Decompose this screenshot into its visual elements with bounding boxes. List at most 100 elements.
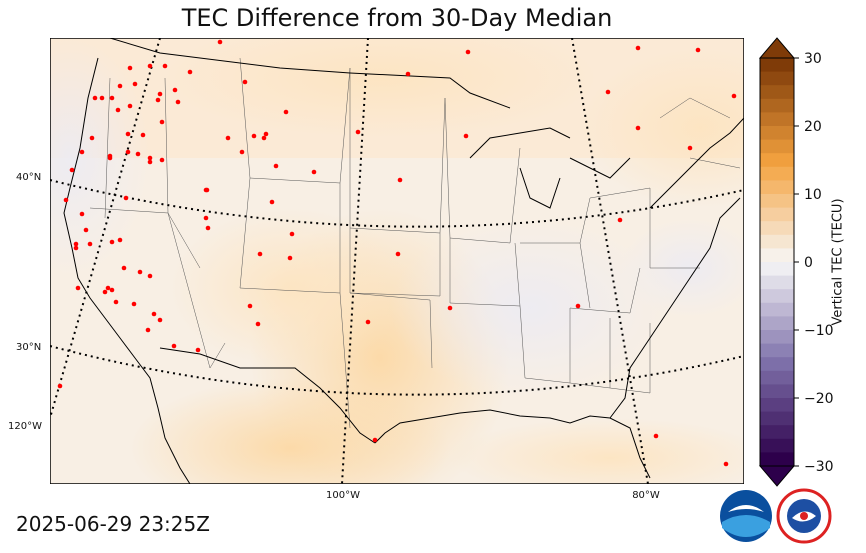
station-marker xyxy=(162,63,168,69)
colorbar-band xyxy=(760,330,794,345)
colorbar-band xyxy=(760,438,794,453)
colorbar-band xyxy=(760,126,794,141)
colorbar-tick-label: 30 xyxy=(804,51,822,67)
colorbar-tick-label: −20 xyxy=(804,391,834,407)
station-marker xyxy=(125,149,131,155)
station-marker xyxy=(695,47,701,53)
colorbar-min-extension xyxy=(758,465,796,487)
station-marker xyxy=(109,287,115,293)
station-marker xyxy=(263,131,269,137)
station-marker xyxy=(463,133,469,139)
colorbar-band xyxy=(760,71,794,86)
station-marker xyxy=(123,195,129,201)
colorbar-band xyxy=(760,411,794,426)
station-marker xyxy=(137,269,143,275)
colorbar-tick-label: −30 xyxy=(804,459,834,475)
station-marker xyxy=(311,169,317,175)
station-marker xyxy=(372,437,378,443)
station-marker xyxy=(171,343,177,349)
colorbar: 30 20 10 0 −10 −20 −30 xyxy=(758,37,834,487)
station-marker xyxy=(125,131,131,137)
noaa-logo xyxy=(720,490,772,542)
colorbar-band xyxy=(760,452,794,467)
station-marker xyxy=(204,187,210,193)
station-marker xyxy=(92,95,98,101)
station-marker xyxy=(203,215,209,221)
station-marker xyxy=(617,217,623,223)
station-marker xyxy=(261,135,267,141)
colorbar-band xyxy=(760,425,794,440)
station-marker xyxy=(151,311,157,317)
colorbar-band xyxy=(760,370,794,385)
lon-label-80w: 80°W xyxy=(632,490,660,501)
station-marker xyxy=(140,132,146,138)
station-marker xyxy=(107,155,113,161)
state-boundaries xyxy=(89,57,741,429)
station-marker xyxy=(135,151,141,157)
station-marker xyxy=(117,237,123,243)
colorbar-label: Vertical TEC (TECU) xyxy=(830,198,846,326)
colorbar-band xyxy=(760,112,794,127)
station-marker xyxy=(109,95,115,101)
colorbar-band xyxy=(760,343,794,358)
station-marker xyxy=(605,89,611,95)
station-marker xyxy=(131,301,137,307)
station-marker xyxy=(157,91,163,97)
station-marker xyxy=(147,159,153,165)
gnss-stations xyxy=(57,39,737,467)
station-marker xyxy=(225,135,231,141)
station-marker xyxy=(102,289,108,295)
lon-label-100w: 100°W xyxy=(326,490,360,501)
colorbar-band xyxy=(760,316,794,331)
station-marker xyxy=(159,157,165,163)
station-marker xyxy=(73,245,79,251)
colorbar-tick-label: 0 xyxy=(804,255,813,271)
colorbar-band xyxy=(760,234,794,249)
station-marker xyxy=(175,99,181,105)
colorbar-band xyxy=(760,357,794,372)
coastlines xyxy=(63,57,744,484)
colorbar-band xyxy=(760,289,794,304)
station-marker xyxy=(397,177,403,183)
station-marker xyxy=(145,327,151,333)
station-marker xyxy=(273,163,279,169)
country-border xyxy=(109,38,511,444)
station-marker xyxy=(257,251,263,257)
colorbar-band xyxy=(760,58,794,73)
station-marker xyxy=(115,107,121,113)
colorbar-band xyxy=(760,180,794,195)
station-marker xyxy=(289,231,295,237)
station-marker xyxy=(75,285,81,291)
lat-label-40n: 40°N xyxy=(16,172,42,183)
station-marker xyxy=(365,319,371,325)
station-marker xyxy=(723,461,729,467)
station-marker xyxy=(195,347,201,353)
colorbar-band xyxy=(760,194,794,209)
station-marker xyxy=(69,167,75,173)
colorbar-band xyxy=(760,153,794,168)
station-marker xyxy=(147,273,153,279)
colorbar-band xyxy=(760,248,794,263)
station-marker xyxy=(255,321,261,327)
station-marker xyxy=(113,299,119,305)
station-marker xyxy=(187,69,193,75)
station-marker xyxy=(147,63,153,69)
chart-title: TEC Difference from 30-Day Median xyxy=(181,4,613,32)
colorbar-band xyxy=(760,302,794,317)
station-marker xyxy=(635,45,641,51)
station-marker xyxy=(287,255,293,261)
station-marker xyxy=(109,239,115,245)
station-marker xyxy=(687,145,693,151)
colorbar-tick-label: −10 xyxy=(804,323,834,339)
timestamp: 2025-06-29 23:25Z xyxy=(16,512,210,536)
colorbar-band xyxy=(760,262,794,277)
station-marker xyxy=(155,97,161,103)
station-marker xyxy=(63,197,69,203)
colorbar-band xyxy=(760,207,794,222)
station-marker xyxy=(132,81,138,87)
station-marker xyxy=(575,303,581,309)
station-marker xyxy=(242,79,248,85)
colorbar-band xyxy=(760,275,794,290)
station-marker xyxy=(251,133,257,139)
station-marker xyxy=(159,119,165,125)
